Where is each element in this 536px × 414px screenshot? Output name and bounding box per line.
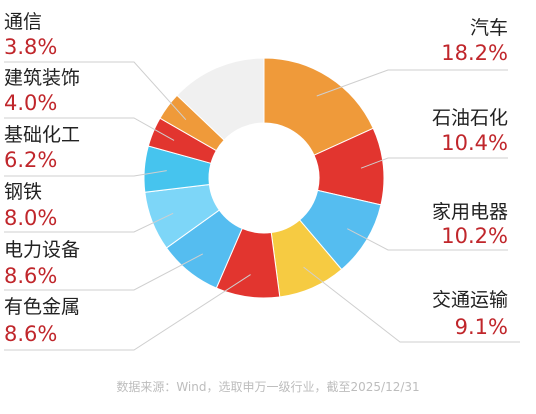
slice-value-label: 9.1% [455, 315, 508, 339]
slice-value-label: 8.0% [4, 206, 57, 230]
slice-value-label: 8.6% [4, 322, 57, 346]
slice-label: 电力设备 [4, 239, 80, 261]
leader-line [347, 228, 508, 251]
slice-label: 有色金属 [4, 296, 80, 318]
slice-value-label: 4.0% [4, 91, 57, 115]
donut-slice-other [176, 57, 265, 141]
leader-line [360, 157, 508, 169]
slice-value-label: 18.2% [441, 41, 508, 65]
slice-label: 汽车 [470, 17, 508, 39]
leader-line [4, 274, 251, 351]
slice-value-label: 6.2% [4, 148, 57, 172]
leader-line [4, 253, 204, 291]
leader-line [4, 212, 174, 233]
slice-value-label: 8.6% [4, 264, 57, 288]
donut-slice [263, 57, 374, 156]
leader-line [316, 69, 508, 97]
slice-label: 交通运输 [432, 289, 508, 311]
slice-label: 钢铁 [4, 181, 42, 203]
slice-value-label: 10.2% [441, 224, 508, 248]
source-note: 数据来源：Wind，选取申万一级行业，截至2025/12/31 [116, 380, 420, 394]
leader-line [4, 117, 175, 141]
slice-label: 建筑装饰 [4, 67, 80, 89]
slice-value-label: 10.4% [441, 131, 508, 155]
leader-line [4, 61, 187, 121]
slice-label: 家用电器 [432, 201, 508, 223]
leader-line [4, 170, 167, 177]
slice-label: 石油石化 [432, 107, 508, 129]
slice-label: 通信 [4, 11, 42, 33]
leader-line [303, 266, 520, 343]
slice-label: 基础化工 [4, 124, 80, 146]
slice-value-label: 3.8% [4, 35, 57, 59]
